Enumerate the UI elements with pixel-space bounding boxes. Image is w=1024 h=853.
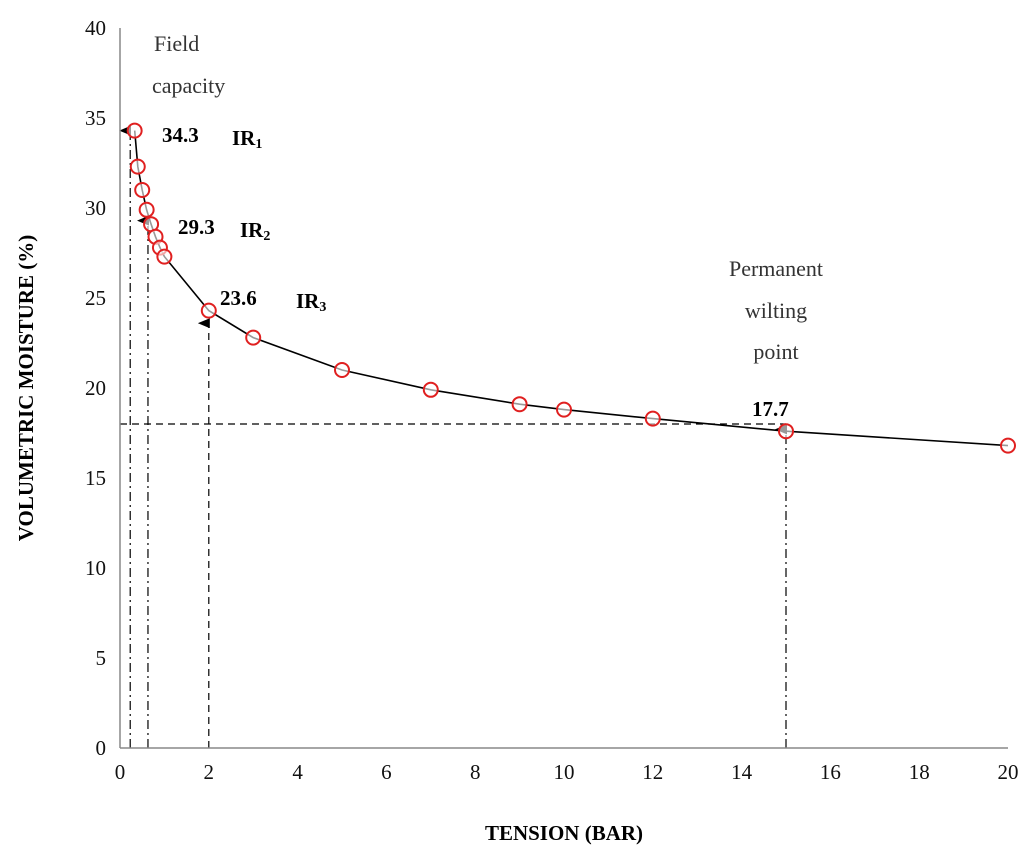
value-label-wilting: 17.7 xyxy=(752,397,789,421)
y-tick-label: 0 xyxy=(96,736,107,760)
value-label-ir2: 29.3 xyxy=(178,215,215,239)
data-point xyxy=(422,381,439,398)
x-tick-label: 4 xyxy=(292,760,303,784)
wilting-point-line-3: point xyxy=(753,339,798,364)
data-point xyxy=(511,396,528,413)
y-axis-title: VOLUMETRIC MOISTURE (%) xyxy=(14,235,38,541)
data-point xyxy=(778,423,794,440)
y-tick-label: 35 xyxy=(85,106,106,130)
x-tick-label: 16 xyxy=(820,760,841,784)
x-tick-label: 0 xyxy=(115,760,126,784)
tick-labels: 0 2 4 6 8 10 12 14 16 18 20 0 5 10 15 20 25 30 35 40 xyxy=(85,16,1019,784)
x-tick-label: 20 xyxy=(998,760,1019,784)
value-label-ir1: 34.3 xyxy=(162,123,199,147)
y-tick-label: 30 xyxy=(85,196,106,220)
data-point xyxy=(138,201,155,218)
ir3-label: IR3 xyxy=(296,289,326,315)
x-tick-label: 12 xyxy=(642,760,663,784)
data-point xyxy=(334,362,350,378)
ir2-label: IR2 xyxy=(240,218,270,244)
data-point xyxy=(126,122,143,139)
y-tick-label: 20 xyxy=(85,376,106,400)
data-points xyxy=(126,122,1016,454)
value-label-ir3: 23.6 xyxy=(220,286,257,310)
data-point xyxy=(556,401,572,418)
x-tick-label: 10 xyxy=(554,760,575,784)
y-tick-label: 15 xyxy=(85,466,106,490)
data-point xyxy=(156,248,173,265)
reference-lines xyxy=(119,125,787,748)
field-capacity-line-2: capacity xyxy=(152,73,225,98)
y-tick-label: 25 xyxy=(85,286,106,310)
y-tick-label: 5 xyxy=(96,646,107,670)
x-axis-title: TENSION (BAR) xyxy=(485,821,643,845)
axes xyxy=(119,28,1008,749)
data-point xyxy=(245,329,262,346)
x-tick-label: 18 xyxy=(909,760,930,784)
data-point xyxy=(644,410,661,427)
x-tick-label: 6 xyxy=(381,760,392,784)
x-tick-label: 2 xyxy=(204,760,215,784)
y-tick-label: 10 xyxy=(85,556,106,580)
x-tick-label: 14 xyxy=(731,760,753,784)
data-point xyxy=(129,158,146,175)
y-tick-label: 40 xyxy=(85,16,106,40)
x-tick-label: 8 xyxy=(470,760,481,784)
ir1-label: IR1 xyxy=(232,126,262,152)
field-capacity-line-1: Field xyxy=(154,31,199,56)
wilting-point-line-2: wilting xyxy=(745,298,807,323)
data-point xyxy=(1000,437,1016,454)
field-capacity-label: Field capacity xyxy=(152,31,225,98)
data-point xyxy=(134,182,151,198)
data-point xyxy=(200,302,217,319)
fitted-curve xyxy=(133,130,1009,447)
wilting-point-label: Permanent wilting point xyxy=(729,256,823,364)
wilting-point-line-1: Permanent xyxy=(729,256,823,281)
